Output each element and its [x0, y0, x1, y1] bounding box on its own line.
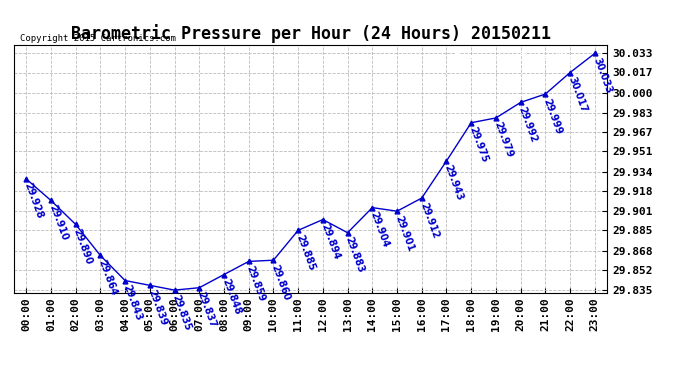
Text: 29.999: 29.999 — [542, 97, 564, 135]
Text: 29.894: 29.894 — [319, 222, 342, 261]
Text: 29.839: 29.839 — [146, 288, 168, 327]
Text: 29.860: 29.860 — [270, 263, 292, 302]
Text: 29.843: 29.843 — [121, 284, 144, 322]
Text: 29.864: 29.864 — [97, 258, 119, 297]
Text: 29.904: 29.904 — [368, 210, 391, 249]
Text: 29.835: 29.835 — [170, 293, 193, 332]
Text: 29.848: 29.848 — [220, 278, 242, 316]
Text: 29.975: 29.975 — [467, 126, 490, 164]
Text: 29.890: 29.890 — [72, 227, 94, 266]
Text: 29.885: 29.885 — [295, 233, 317, 272]
Text: 29.901: 29.901 — [393, 214, 415, 253]
Text: 30.017: 30.017 — [566, 75, 589, 114]
Text: 29.859: 29.859 — [245, 264, 267, 303]
Text: 29.883: 29.883 — [344, 236, 366, 274]
Text: 29.912: 29.912 — [418, 201, 440, 240]
Text: Copyright 2015 Cartronics.com: Copyright 2015 Cartronics.com — [20, 33, 176, 42]
Text: 29.910: 29.910 — [47, 203, 69, 242]
Text: 29.837: 29.837 — [195, 291, 217, 329]
Text: 30.033: 30.033 — [591, 56, 613, 95]
Text: 29.943: 29.943 — [443, 164, 465, 202]
Text: 29.992: 29.992 — [517, 105, 539, 144]
Text: 29.928: 29.928 — [22, 182, 45, 220]
Title: Barometric Pressure per Hour (24 Hours) 20150211: Barometric Pressure per Hour (24 Hours) … — [70, 24, 551, 44]
Text: 29.979: 29.979 — [492, 121, 514, 159]
